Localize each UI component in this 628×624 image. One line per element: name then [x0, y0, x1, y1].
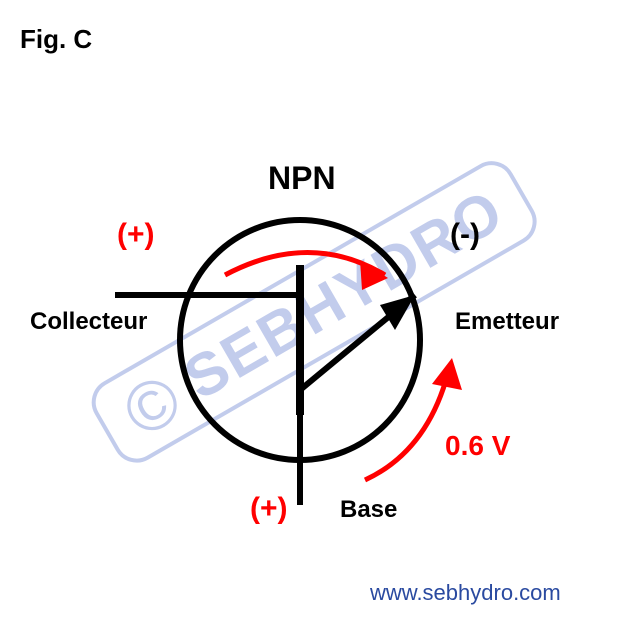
figure-label: Fig. C — [20, 24, 92, 55]
collector-label: Collecteur — [30, 308, 147, 336]
source-url: www.sebhydro.com — [370, 580, 561, 606]
emitter-arrow-icon — [380, 295, 415, 330]
collector-polarity: (+) — [117, 218, 155, 252]
transistor-type-title: NPN — [268, 160, 336, 197]
base-label: Base — [340, 496, 397, 524]
voltage-label: 0.6 V — [445, 430, 510, 462]
current-arrow-be-head-icon — [432, 358, 462, 390]
emitter-label: Emetteur — [455, 308, 559, 336]
emitter-polarity: (-) — [450, 218, 480, 252]
base-polarity: (+) — [250, 492, 288, 526]
